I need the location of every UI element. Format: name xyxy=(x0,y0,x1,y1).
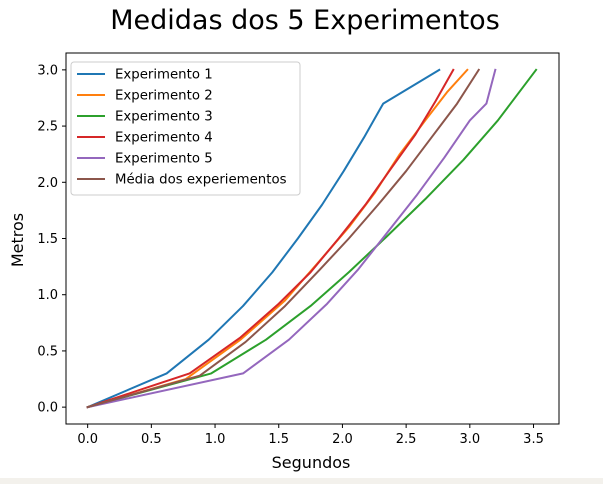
y-tick-label: 2.5 xyxy=(37,120,58,135)
x-tick-label: 1.5 xyxy=(268,432,289,447)
x-tick-label: 0.0 xyxy=(77,432,98,447)
y-axis-ticks: 0.0 0.5 1.0 1.5 2.0 2.5 3.0 xyxy=(37,63,66,416)
x-axis-label: Segundos xyxy=(272,453,351,472)
x-tick-label: 2.0 xyxy=(332,432,353,447)
legend-frame xyxy=(70,61,301,196)
y-tick-label: 1.5 xyxy=(37,232,58,247)
legend-label-5: Experimento 5 xyxy=(115,152,213,167)
y-tick-label: 0.0 xyxy=(37,401,58,416)
legend-label-4: Experimento 4 xyxy=(115,131,213,146)
series-line-6 xyxy=(86,68,481,409)
legend-label-1: Experimento 1 xyxy=(115,68,213,83)
x-tick-label: 0.5 xyxy=(141,432,162,447)
y-tick-label: 0.5 xyxy=(37,344,58,359)
series-line-1 xyxy=(86,68,441,409)
y-tick-label: 3.0 xyxy=(37,63,58,78)
chart-title: Medidas dos 5 Experimentos xyxy=(110,5,500,36)
series-lines xyxy=(86,68,538,409)
series-line-5 xyxy=(86,68,497,409)
x-tick-label: 1.0 xyxy=(205,432,226,447)
legend: Experimento 1 Experimento 2 Experimento 3 E… xyxy=(70,61,301,196)
y-tick-label: 2.0 xyxy=(37,176,58,191)
legend-label-3: Experimento 3 xyxy=(115,110,213,125)
legend-label-6: Média dos experiementos xyxy=(115,172,287,188)
x-tick-label: 3.0 xyxy=(459,432,480,447)
x-tick-label: 2.5 xyxy=(396,432,417,447)
series-line-3 xyxy=(86,68,538,409)
y-axis-label: Metros xyxy=(8,213,27,267)
x-tick-label: 3.5 xyxy=(523,432,544,447)
series-line-4 xyxy=(86,68,455,409)
y-tick-label: 1.0 xyxy=(37,288,58,303)
series-line-2 xyxy=(86,68,469,409)
legend-label-2: Experimento 2 xyxy=(115,89,213,104)
x-axis-ticks: 0.0 0.5 1.0 1.5 2.0 2.5 3.0 3.5 xyxy=(77,424,544,447)
